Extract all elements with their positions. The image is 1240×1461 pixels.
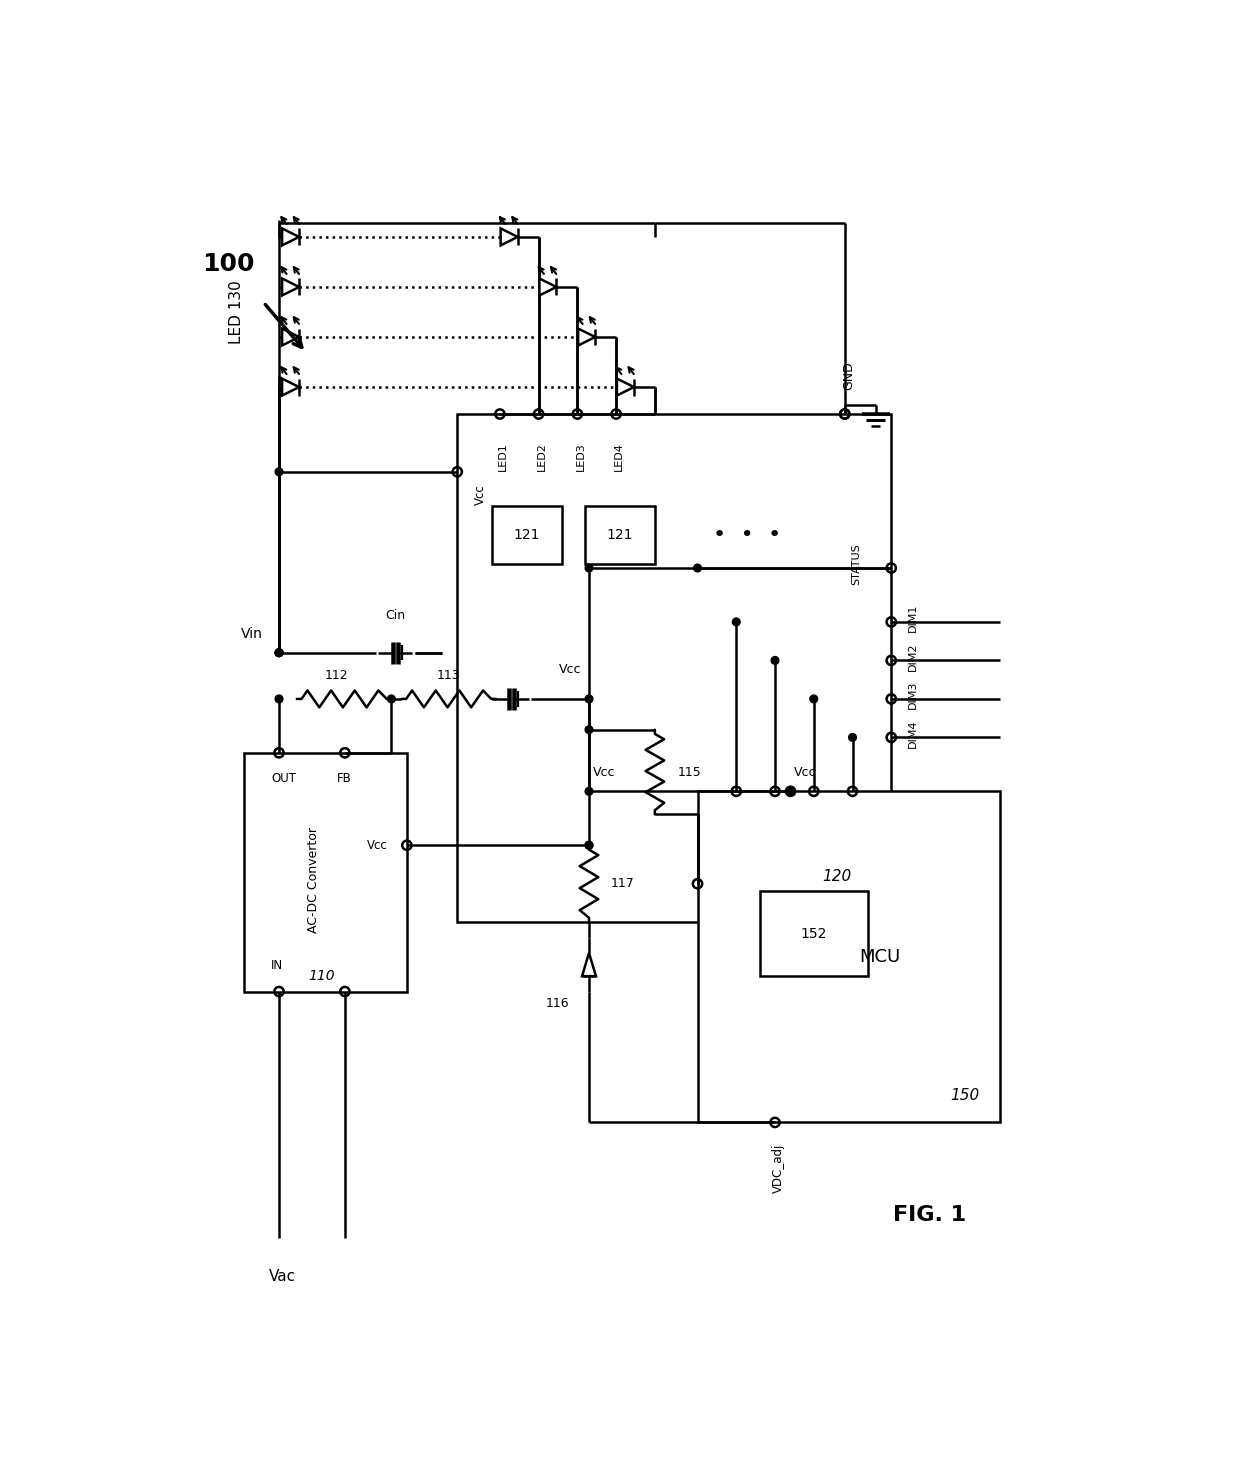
Text: 121: 121 xyxy=(513,529,541,542)
Text: FIG. 1: FIG. 1 xyxy=(894,1205,966,1224)
Circle shape xyxy=(693,564,702,571)
Circle shape xyxy=(585,787,593,795)
Text: Cin: Cin xyxy=(386,609,405,622)
Text: LED3: LED3 xyxy=(575,443,585,470)
Bar xyxy=(244,752,407,992)
Text: Vcc: Vcc xyxy=(795,766,817,779)
Text: LED2: LED2 xyxy=(537,441,547,470)
Circle shape xyxy=(585,695,593,703)
Text: LED 130: LED 130 xyxy=(229,281,244,343)
Text: •  •  •: • • • xyxy=(713,526,781,545)
Circle shape xyxy=(771,656,779,665)
Circle shape xyxy=(275,468,283,476)
Text: VDC_adj: VDC_adj xyxy=(773,1144,785,1194)
Text: STATUS: STATUS xyxy=(852,543,862,584)
Text: OUT: OUT xyxy=(272,771,296,785)
Text: Vac: Vac xyxy=(269,1268,296,1284)
Text: Vcc: Vcc xyxy=(559,663,582,676)
Text: 112: 112 xyxy=(325,669,348,682)
Bar xyxy=(492,507,562,564)
Polygon shape xyxy=(283,378,299,396)
Text: Vcc: Vcc xyxy=(593,766,615,779)
Text: FB: FB xyxy=(337,771,352,785)
Text: 121: 121 xyxy=(606,529,634,542)
Text: 150: 150 xyxy=(950,1088,980,1103)
Polygon shape xyxy=(582,953,596,976)
Circle shape xyxy=(387,695,396,703)
Text: DIM3: DIM3 xyxy=(908,681,918,709)
Text: LED1: LED1 xyxy=(498,443,508,470)
Text: GND: GND xyxy=(842,361,856,390)
Text: DIM1: DIM1 xyxy=(908,603,918,633)
Text: 152: 152 xyxy=(801,926,827,941)
Text: Vcc: Vcc xyxy=(474,485,487,506)
Text: MCU: MCU xyxy=(859,948,900,966)
Bar xyxy=(458,413,892,922)
Circle shape xyxy=(275,695,283,703)
Text: Vcc: Vcc xyxy=(367,839,387,852)
Circle shape xyxy=(733,618,740,625)
Bar xyxy=(759,891,868,976)
Bar xyxy=(697,792,999,1122)
Circle shape xyxy=(585,842,593,849)
Text: Vin: Vin xyxy=(241,627,263,641)
Circle shape xyxy=(585,564,593,571)
Polygon shape xyxy=(283,228,299,245)
Text: 120: 120 xyxy=(822,868,852,884)
Circle shape xyxy=(810,695,817,703)
Text: 116: 116 xyxy=(546,996,569,1010)
Polygon shape xyxy=(618,378,634,396)
Circle shape xyxy=(848,733,857,741)
Text: 115: 115 xyxy=(678,766,702,779)
Circle shape xyxy=(786,787,795,795)
Polygon shape xyxy=(539,279,557,295)
Polygon shape xyxy=(578,329,595,345)
Bar xyxy=(585,507,655,564)
Text: 113: 113 xyxy=(436,669,460,682)
Polygon shape xyxy=(283,329,299,345)
Text: 110: 110 xyxy=(309,969,335,983)
Polygon shape xyxy=(283,279,299,295)
Circle shape xyxy=(275,649,283,656)
Text: IN: IN xyxy=(272,960,284,972)
Circle shape xyxy=(275,649,283,656)
Text: DIM4: DIM4 xyxy=(908,719,918,748)
Circle shape xyxy=(585,726,593,733)
Circle shape xyxy=(585,842,593,849)
Text: 117: 117 xyxy=(611,877,635,890)
Text: 100: 100 xyxy=(202,251,255,276)
Text: LED4: LED4 xyxy=(614,441,624,470)
Text: DIM2: DIM2 xyxy=(908,643,918,671)
Polygon shape xyxy=(501,228,518,245)
Text: AC-DC Convertor: AC-DC Convertor xyxy=(308,827,320,934)
Circle shape xyxy=(275,649,283,656)
